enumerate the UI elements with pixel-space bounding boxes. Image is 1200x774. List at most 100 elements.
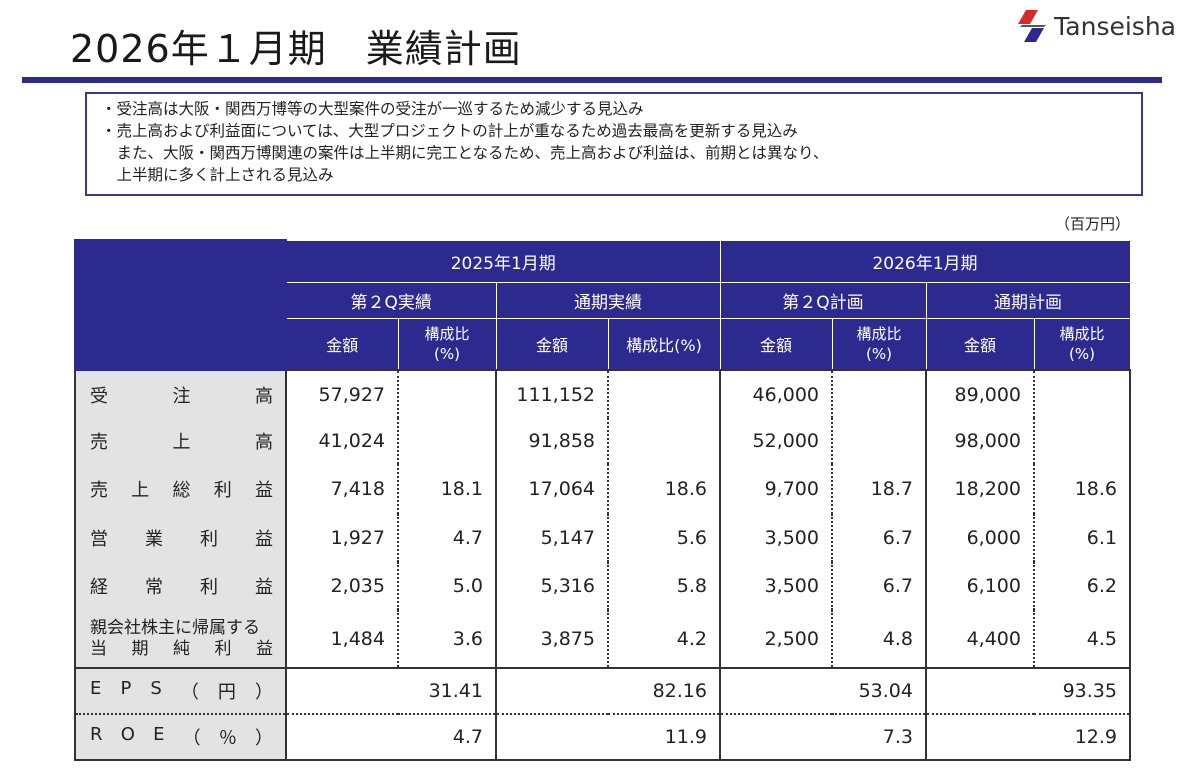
- year-header: 2025年1月期: [285, 239, 721, 283]
- ratio-cell: [832, 418, 927, 464]
- amount-cell: 2,500: [720, 610, 833, 669]
- ratio-cell: [1034, 418, 1131, 464]
- company-logo: Tanseisha: [1016, 4, 1176, 48]
- table-row: 売 上 高 41,024 91,858 52,000 98,000: [74, 418, 1131, 464]
- ratio-cell: 4.5: [1034, 610, 1131, 669]
- row-label-char: ％: [218, 728, 237, 749]
- row-label-char: （: [182, 728, 201, 749]
- ratio-cell: 4.2: [608, 610, 721, 669]
- row-label-char: 当: [90, 638, 107, 659]
- row-label-text: R O E （ ％ ）: [90, 724, 273, 750]
- amount-cell: 18,200: [926, 464, 1035, 514]
- amount-cell: 3,500: [720, 562, 833, 610]
- ratio-cell: 4.8: [832, 610, 927, 669]
- eps-value: 93.35: [926, 667, 1131, 715]
- row-label-char: 注: [172, 385, 191, 407]
- amount-header: 金額: [495, 317, 609, 371]
- eps-row: E P S （ 円 ） 31.41 82.16 53.04 93.35: [74, 667, 1131, 715]
- amount-cell: 5,147: [496, 514, 609, 562]
- amount-cell: 3,500: [720, 514, 833, 562]
- row-label: 売上高: [74, 418, 287, 464]
- ratio-cell: 3.6: [398, 610, 497, 669]
- logo-text: Tanseisha: [1054, 11, 1176, 41]
- row-label: 親会社株主に帰属する当 期 純 利 益: [74, 610, 287, 669]
- row-label-char: 売: [90, 432, 108, 453]
- row-label-char: E: [153, 724, 165, 745]
- ratio-cell: 6.1: [1034, 514, 1131, 562]
- amount-cell: 52,000: [720, 418, 833, 464]
- period-header: 通期実績: [495, 281, 721, 319]
- title-divider: [22, 77, 1162, 83]
- ratio-cell: 6.2: [1034, 562, 1131, 610]
- row-label: 営業利益: [74, 514, 287, 562]
- ratio-cell: [608, 369, 721, 418]
- row-label-text: 売上総利益: [90, 476, 273, 502]
- ratio-cell: [1034, 369, 1131, 418]
- ratio-header: 構成比(%): [1033, 317, 1131, 371]
- ratio-header-line: 構成比: [1059, 324, 1105, 343]
- row-label-char: 利: [213, 480, 232, 501]
- ratio-cell: 5.6: [608, 514, 721, 562]
- amount-cell: 98,000: [926, 418, 1035, 464]
- ratio-cell: [398, 418, 497, 464]
- table-row: 親会社株主に帰属する当期純利益 1,484 3.6 3,875 4.2 2,500 4.8 4…: [74, 610, 1131, 669]
- amount-cell: 4,400: [926, 610, 1035, 669]
- row-label-text: 経常利益: [90, 573, 273, 599]
- amount-header: 金額: [925, 317, 1035, 371]
- row-label-char: 円: [217, 682, 236, 703]
- roe-value: 11.9: [496, 714, 721, 761]
- eps-value: 31.41: [286, 667, 497, 715]
- amount-cell: 7,418: [286, 464, 399, 514]
- row-label-text: 営業利益: [90, 525, 273, 551]
- amount-cell: 1,927: [286, 514, 399, 562]
- amount-cell: 89,000: [926, 369, 1035, 418]
- row-label-char: 利: [214, 638, 232, 659]
- unit-label: （百万円）: [1054, 215, 1130, 233]
- table-body: 受注高 57,927 111,152 46,000 89,000 売上高 41,024 91,…: [74, 369, 1131, 669]
- amount-header: 金額: [719, 317, 833, 371]
- table-row: 売上総利益 7,418 18.1 17,064 18.6 9,700 18.7 18,200 1…: [74, 464, 1131, 514]
- ratio-header-line: (%): [434, 344, 460, 363]
- amount-cell: 2,035: [286, 562, 399, 610]
- row-label-char: S: [150, 678, 162, 699]
- row-label-line: 親会社株主に帰属する: [90, 617, 260, 638]
- amount-cell: 17,064: [496, 464, 609, 514]
- ratio-header: 構成比(%): [397, 317, 497, 371]
- roe-row: R O E （ ％ ） 4.7 11.9 7.3 12.9: [74, 714, 1131, 761]
- note-line: また、大阪・関西万博関連の案件は上半期に完工となるため、売上高および利益は、前期…: [101, 144, 829, 162]
- amount-cell: 46,000: [720, 369, 833, 418]
- row-label-char: E: [90, 678, 102, 699]
- amount-cell: 3,875: [496, 610, 609, 669]
- note-line: 上半期に多く計上される見込み: [101, 166, 334, 184]
- row-label-text: 受注高: [90, 382, 273, 408]
- row-label-char: 経: [90, 577, 108, 598]
- ratio-cell: [608, 418, 721, 464]
- amount-cell: 91,858: [496, 418, 609, 464]
- row-label-char: 益: [255, 577, 273, 598]
- amount-header: 金額: [285, 317, 399, 371]
- header-corner: [74, 239, 287, 371]
- row-label-char: 利: [200, 577, 218, 598]
- ratio-cell: 5.8: [608, 562, 721, 610]
- ratio-header: 構成比(%): [607, 317, 721, 371]
- row-label-char: 高: [255, 385, 273, 407]
- ratio-header: 構成比(%): [831, 317, 927, 371]
- row-label-char: 期: [131, 638, 149, 659]
- amount-cell: 1,484: [286, 610, 399, 669]
- note-line: ・売上高および利益面については、大型プロジェクトの計上が重なるため過去最高を更新…: [101, 122, 798, 140]
- ratio-cell: 6.7: [832, 514, 927, 562]
- logo-mark-icon: [1018, 10, 1047, 42]
- row-label: 売上総利益: [74, 464, 287, 514]
- roe-value: 4.7: [286, 714, 497, 761]
- notes-box: ・受注高は大阪・関西万博等の大型案件の受注が一巡するため減少する見込み ・売上高…: [85, 92, 1143, 196]
- ratio-cell: [398, 369, 497, 418]
- period-header: 第２Q実績: [285, 281, 497, 319]
- ratio-cell: 18.6: [608, 464, 721, 514]
- ratio-header-line: 構成比: [856, 324, 902, 343]
- ratio-cell: 18.7: [832, 464, 927, 514]
- row-label-char: 売: [90, 480, 108, 501]
- row-label-char: 益: [255, 480, 273, 501]
- eps-value: 53.04: [720, 667, 927, 715]
- row-label-char: 営: [90, 529, 108, 550]
- amount-cell: 57,927: [286, 369, 399, 418]
